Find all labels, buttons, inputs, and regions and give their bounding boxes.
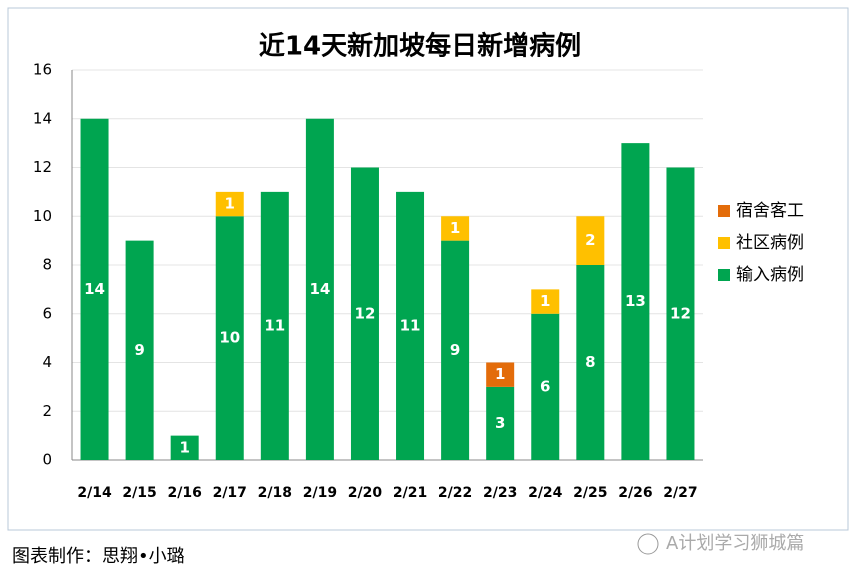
bar-segment	[621, 143, 650, 460]
bar-segment	[305, 118, 334, 460]
bar-segment	[576, 216, 605, 265]
x-tick-label: 2/17	[213, 485, 247, 501]
bar-segment	[215, 216, 244, 460]
bar-segment	[260, 191, 289, 460]
y-tick-label: 6	[42, 304, 52, 322]
x-tick-label: 2/26	[618, 485, 652, 501]
y-tick-label: 8	[42, 256, 52, 274]
bar-segment	[80, 118, 109, 460]
y-tick-label: 10	[33, 207, 52, 225]
y-tick-label: 16	[33, 61, 52, 79]
x-tick-label: 2/22	[438, 485, 472, 501]
data-label: 1	[450, 219, 460, 237]
bar-segment	[486, 386, 515, 460]
data-label: 2	[585, 231, 595, 249]
data-label: 9	[450, 341, 460, 359]
data-label: 14	[309, 280, 330, 298]
legend-swatch	[718, 205, 730, 217]
y-tick-label: 2	[42, 402, 52, 420]
data-label: 1	[540, 292, 550, 310]
legend-label: 社区病例	[736, 233, 804, 253]
x-tick-label: 2/23	[483, 485, 517, 501]
data-label: 12	[670, 304, 691, 322]
caption: 图表制作：思翔•小璐	[12, 546, 185, 567]
data-label: 1	[495, 365, 505, 383]
data-label: 10	[219, 329, 240, 347]
data-label: 3	[495, 414, 505, 432]
x-tick-label: 2/21	[393, 485, 427, 501]
legend-label: 宿舍客工	[736, 201, 804, 221]
bar-segment	[396, 191, 425, 460]
x-tick-label: 2/20	[348, 485, 383, 501]
x-tick-label: 2/18	[258, 485, 292, 501]
data-label: 9	[134, 341, 144, 359]
legend-swatch	[718, 269, 730, 281]
bar-segment	[350, 167, 379, 460]
chart-title: 近14天新加坡每日新增病例	[259, 31, 581, 62]
data-label: 12	[355, 304, 376, 322]
y-tick-label: 0	[42, 451, 52, 469]
y-tick-label: 12	[33, 158, 52, 176]
x-tick-label: 2/16	[168, 485, 202, 501]
watermark-icon	[637, 533, 659, 555]
bar-segment	[170, 435, 199, 460]
bar-segment	[531, 313, 560, 460]
y-tick-label: 14	[33, 109, 52, 127]
data-label: 6	[540, 377, 550, 395]
bar-segment	[531, 289, 560, 314]
bar-segment	[215, 191, 244, 217]
bar-segment	[125, 240, 154, 460]
x-tick-label: 2/24	[528, 485, 563, 501]
bar-segment	[486, 362, 515, 387]
data-label: 14	[84, 280, 105, 298]
data-label: 11	[400, 316, 421, 334]
y-tick-label: 4	[42, 353, 52, 371]
legend-label: 输入病例	[736, 265, 804, 285]
bar-segment	[441, 216, 470, 241]
data-label: 13	[625, 292, 646, 310]
data-label: 1	[225, 195, 235, 213]
x-tick-label: 2/14	[77, 485, 112, 501]
bar-segment	[666, 167, 695, 460]
data-label: 11	[264, 316, 285, 334]
x-tick-label: 2/15	[122, 485, 156, 501]
bar-segment	[576, 265, 605, 460]
x-tick-label: 2/19	[303, 485, 337, 501]
data-label: 8	[585, 353, 595, 371]
x-tick-label: 2/25	[573, 485, 607, 501]
data-label: 1	[179, 438, 189, 456]
legend-swatch	[718, 237, 730, 249]
x-tick-label: 2/27	[663, 485, 697, 501]
bar-segment	[441, 240, 470, 460]
watermark: A计划学习狮城篇	[666, 533, 804, 554]
